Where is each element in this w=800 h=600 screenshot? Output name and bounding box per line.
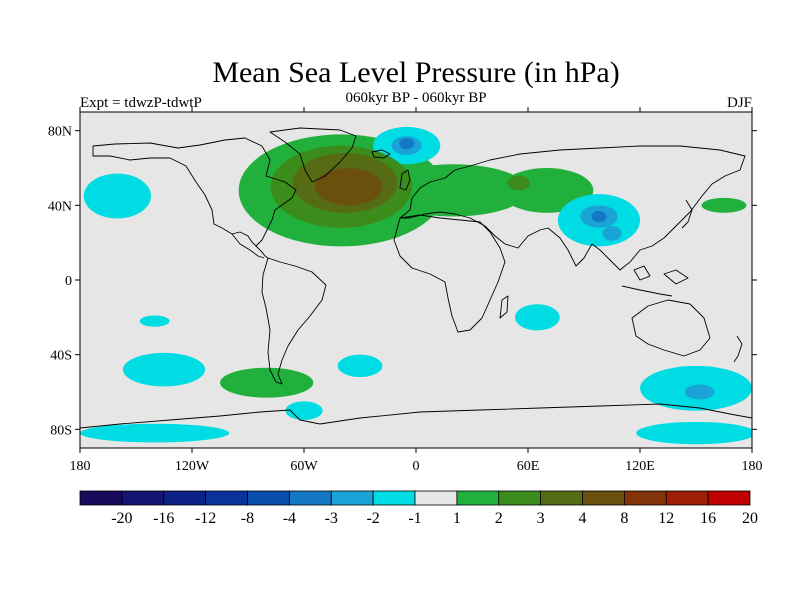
coast-antarctica (80, 403, 752, 429)
colorbar-label: 12 (658, 510, 674, 527)
y-tick-label: 80S (50, 423, 72, 438)
colorbar-swatch (330, 490, 374, 506)
x-tick-label: 60E (517, 459, 540, 474)
coast-madagascar (499, 295, 509, 319)
x-tick-label: 0 (413, 459, 420, 474)
period-label: 060kyr BP - 060kyr BP (345, 90, 486, 106)
colorbar-label: -20 (111, 510, 132, 527)
negative-anomaly-region (591, 210, 607, 223)
colorbar-swatch (665, 490, 709, 506)
x-tick-label: 180 (70, 459, 91, 474)
x-tick-label: 60W (290, 459, 318, 474)
negative-anomaly-region (514, 304, 560, 331)
colorbar-swatch (540, 490, 583, 506)
x-tick-label: 120E (625, 459, 655, 474)
negative-anomaly-region (80, 423, 230, 443)
positive-anomaly-region (701, 197, 747, 213)
colorbar-swatch (456, 490, 500, 506)
colorbar-label: 3 (537, 510, 545, 527)
coast-iceland (371, 149, 391, 159)
season-label: DJF (727, 95, 752, 111)
coast-japan (681, 199, 693, 229)
x-tick-label: 180 (742, 459, 763, 474)
negative-anomaly-region (684, 384, 715, 400)
coast-africa (393, 214, 506, 333)
coast-australia (631, 299, 711, 357)
colorbar-swatch (414, 490, 458, 506)
colorbar: -20 -16 -12 -8 -4 -3 -2 -1 1 2 3 4 8 12 16 20 (79, 490, 758, 527)
colorbar-swatch (247, 490, 290, 506)
map-panel (79, 111, 753, 449)
colorbar-label: 8 (620, 510, 628, 527)
negative-anomaly-region (285, 401, 323, 420)
colorbar-swatch (707, 490, 751, 506)
positive-anomaly-region (378, 164, 528, 217)
negative-anomaly-region (399, 138, 415, 150)
positive-anomaly-region (315, 168, 383, 206)
experiment-label: Expt = tdwzP-tdwtP (80, 95, 202, 111)
colorbar-label: -1 (408, 510, 421, 527)
negative-anomaly-region (83, 173, 151, 219)
colorbar-swatch (79, 490, 123, 506)
colorbar-label: 20 (742, 510, 758, 527)
colorbar-label: -16 (153, 510, 174, 527)
colorbar-label: 1 (453, 510, 461, 527)
pressure-anomaly-fields (80, 126, 752, 445)
colorbar-label: -8 (241, 510, 254, 527)
x-tick-label: 120W (175, 459, 210, 474)
positive-anomaly-region (507, 175, 530, 191)
y-tick-label: 40S (50, 349, 72, 364)
coast-britain (399, 169, 411, 191)
negative-anomaly-region (139, 315, 170, 327)
coast-indonesia (621, 265, 689, 297)
colorbar-label: 2 (495, 510, 503, 527)
colorbar-swatch (121, 490, 165, 506)
y-tick-label: 40N (48, 199, 72, 214)
colorbar-swatch (288, 490, 332, 506)
coast-north-america (92, 137, 297, 247)
colorbar-label: -3 (325, 510, 338, 527)
coastlines (80, 127, 752, 429)
map-title: Mean Sea Level Pressure (in hPa) (212, 56, 619, 89)
positive-anomaly-region (219, 367, 314, 398)
colorbar-swatch (205, 490, 248, 506)
colorbar-label: 16 (700, 510, 716, 527)
colorbar-swatch (163, 490, 207, 506)
colorbar-swatch (372, 490, 416, 506)
coast-new-zealand (733, 335, 743, 363)
coast-eurasia (399, 145, 746, 271)
colorbar-label: 4 (579, 510, 587, 527)
y-tick-label: 0 (65, 274, 72, 289)
colorbar-label: -4 (283, 510, 296, 527)
negative-anomaly-region (636, 421, 752, 445)
axis-ticks: 80N 40N 0 40S 80S 180 120W 60W 0 60E 120E 180 (48, 107, 763, 474)
colorbar-swatch (623, 490, 667, 506)
y-tick-label: 80N (48, 125, 72, 140)
negative-anomaly-region (122, 352, 206, 387)
negative-anomaly-region (337, 354, 383, 378)
colorbar-label: -2 (366, 510, 379, 527)
coast-south-america (261, 257, 327, 385)
colorbar-swatch (498, 490, 542, 506)
negative-anomaly-region (602, 225, 622, 241)
coast-central-america (231, 233, 269, 259)
colorbar-label: -12 (195, 510, 216, 527)
coast-greenland (269, 127, 357, 183)
colorbar-swatch (582, 490, 625, 506)
